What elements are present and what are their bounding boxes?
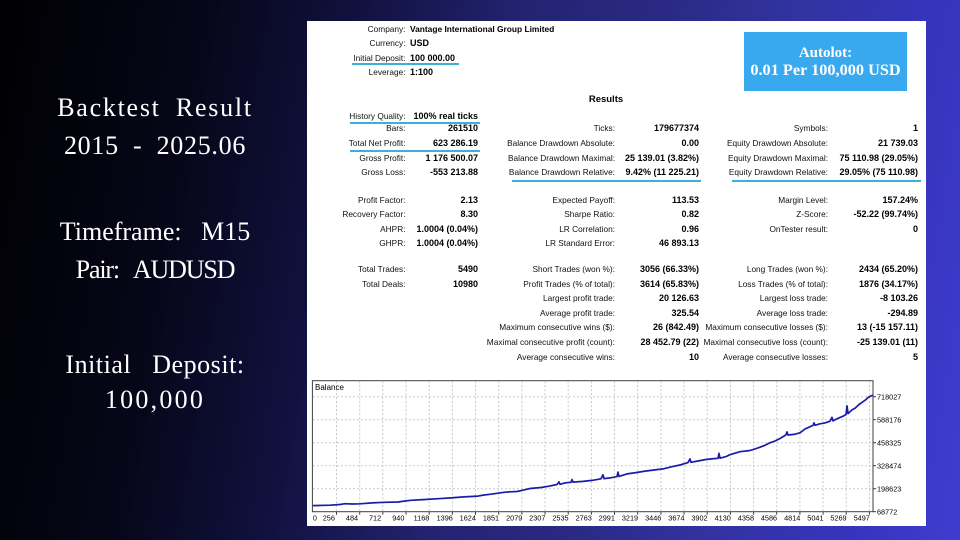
svg-text:1396: 1396 bbox=[437, 514, 453, 523]
svg-text:2307: 2307 bbox=[529, 514, 545, 523]
svg-text:3902: 3902 bbox=[691, 514, 707, 523]
svg-text:2763: 2763 bbox=[576, 514, 592, 523]
svg-text:Balance: Balance bbox=[315, 383, 344, 392]
svg-text:1168: 1168 bbox=[414, 514, 430, 523]
svg-text:0: 0 bbox=[313, 514, 317, 523]
svg-text:5269: 5269 bbox=[830, 514, 846, 523]
svg-text:4814: 4814 bbox=[784, 514, 800, 523]
svg-text:256: 256 bbox=[323, 514, 335, 523]
svg-text:68772: 68772 bbox=[877, 507, 897, 516]
svg-text:4130: 4130 bbox=[715, 514, 731, 523]
svg-text:1624: 1624 bbox=[460, 514, 476, 523]
svg-text:328474: 328474 bbox=[877, 461, 901, 470]
svg-text:3674: 3674 bbox=[668, 514, 684, 523]
svg-text:1851: 1851 bbox=[483, 514, 499, 523]
svg-text:5041: 5041 bbox=[807, 514, 823, 523]
svg-text:3446: 3446 bbox=[645, 514, 661, 523]
svg-text:718027: 718027 bbox=[877, 392, 901, 401]
svg-text:588176: 588176 bbox=[877, 415, 901, 424]
svg-text:198623: 198623 bbox=[877, 484, 901, 493]
svg-text:940: 940 bbox=[392, 514, 404, 523]
svg-text:2535: 2535 bbox=[552, 514, 568, 523]
svg-text:2991: 2991 bbox=[599, 514, 615, 523]
svg-text:4586: 4586 bbox=[761, 514, 777, 523]
svg-text:712: 712 bbox=[369, 514, 381, 523]
svg-text:3219: 3219 bbox=[622, 514, 638, 523]
svg-text:458325: 458325 bbox=[877, 438, 901, 447]
svg-text:2079: 2079 bbox=[506, 514, 522, 523]
svg-text:4358: 4358 bbox=[738, 514, 754, 523]
svg-text:5497: 5497 bbox=[854, 514, 870, 523]
svg-text:484: 484 bbox=[346, 514, 358, 523]
